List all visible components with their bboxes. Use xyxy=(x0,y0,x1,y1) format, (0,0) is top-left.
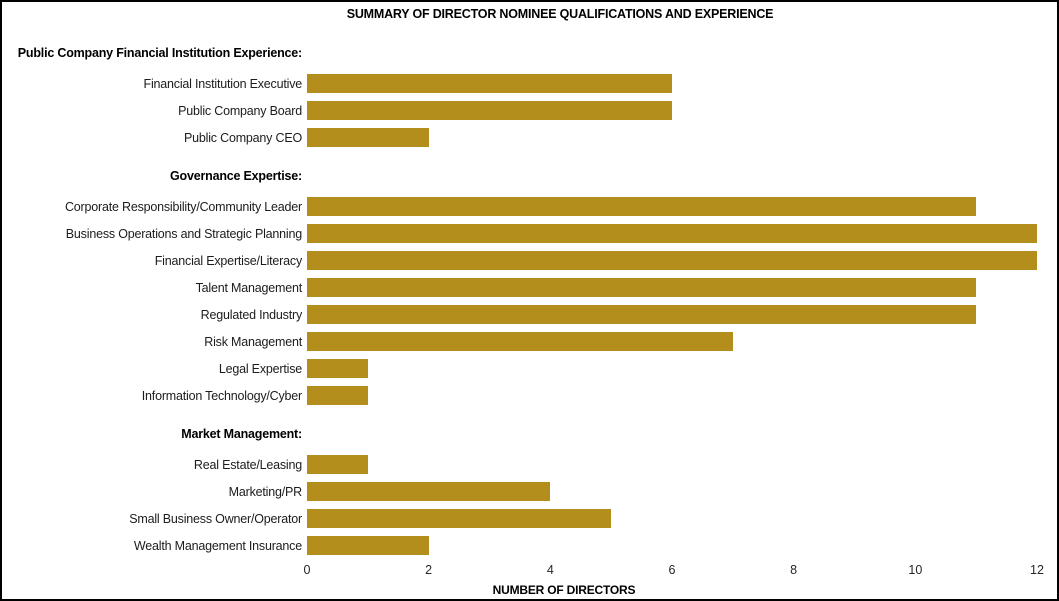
category-row: Business Operations and Strategic Planni… xyxy=(2,220,1057,247)
bar xyxy=(307,359,368,378)
x-axis-tick-label: 10 xyxy=(908,563,923,577)
category-label: Corporate Responsibility/Community Leade… xyxy=(64,199,302,214)
category-row: Public Company Board xyxy=(2,97,1057,124)
bar xyxy=(307,224,1037,243)
bar-track xyxy=(307,251,1037,270)
category-label: Regulated Industry xyxy=(200,307,303,322)
category-row: Talent Management xyxy=(2,274,1057,301)
x-axis-tick-label: 4 xyxy=(546,563,554,577)
bar xyxy=(307,482,551,501)
bar-track xyxy=(307,536,1037,555)
section-header-row: Market Management: xyxy=(2,420,1057,447)
category-row: Regulated Industry xyxy=(2,301,1057,328)
category-label: Information Technology/Cyber xyxy=(141,388,302,403)
x-axis: 0 2 4 6 8 10 12 xyxy=(303,563,1044,579)
category-label: Financial Institution Executive xyxy=(143,76,303,91)
x-axis-tick-label: 0 xyxy=(303,563,311,577)
category-row: Corporate Responsibility/Community Leade… xyxy=(2,193,1057,220)
category-label: Public Company Board xyxy=(178,103,302,118)
bar-track xyxy=(307,278,1037,297)
category-label: Wealth Management Insurance xyxy=(133,538,302,553)
chart-title: SUMMARY OF DIRECTOR NOMINEE QUALIFICATIO… xyxy=(346,7,774,21)
x-axis-tick-label: 12 xyxy=(1030,563,1044,577)
category-row: Information Technology/Cyber xyxy=(2,382,1057,409)
bar-track xyxy=(307,305,1037,324)
bar xyxy=(307,509,612,528)
bar-track xyxy=(307,482,1037,501)
category-row: Legal Expertise xyxy=(2,355,1057,382)
category-row: Real Estate/Leasing xyxy=(2,451,1057,478)
category-row: Financial Expertise/Literacy xyxy=(2,247,1057,274)
category-label: Business Operations and Strategic Planni… xyxy=(65,226,302,241)
bar xyxy=(307,128,429,147)
x-axis-tick-label: 8 xyxy=(790,563,798,577)
bar-track xyxy=(307,359,1037,378)
category-label: Talent Management xyxy=(195,280,303,295)
bar xyxy=(307,101,672,120)
category-label: Small Business Owner/Operator xyxy=(129,511,302,526)
section-header-row: Public Company Financial Institution Exp… xyxy=(2,39,1057,66)
bar xyxy=(307,305,977,324)
chart-plot-area: Public Company Financial Institution Exp… xyxy=(2,39,1057,559)
section-header-row: Governance Expertise: xyxy=(2,162,1057,189)
category-row: Financial Institution Executive xyxy=(2,70,1057,97)
bar-track xyxy=(307,101,1037,120)
category-row: Marketing/PR xyxy=(2,478,1057,505)
category-label: Real Estate/Leasing xyxy=(193,457,302,472)
bar-track xyxy=(307,386,1037,405)
bar xyxy=(307,455,368,474)
bar-track xyxy=(307,224,1037,243)
bar-track xyxy=(307,509,1037,528)
section-header-label: Public Company Financial Institution Exp… xyxy=(17,45,302,60)
category-row: Risk Management xyxy=(2,328,1057,355)
x-axis-title: NUMBER OF DIRECTORS xyxy=(492,583,636,597)
bar xyxy=(307,197,977,216)
bar xyxy=(307,332,733,351)
bar-track xyxy=(307,74,1037,93)
x-axis-tick-label: 6 xyxy=(668,563,676,577)
category-label: Risk Management xyxy=(204,334,302,349)
bar-track xyxy=(307,332,1037,351)
bar xyxy=(307,536,429,555)
category-label: Public Company CEO xyxy=(184,130,302,145)
bar xyxy=(307,74,672,93)
section-header-label: Market Management: xyxy=(181,426,302,441)
bar xyxy=(307,251,1037,270)
category-row: Wealth Management Insurance xyxy=(2,532,1057,559)
category-label: Legal Expertise xyxy=(218,361,302,376)
bar-track xyxy=(307,197,1037,216)
x-axis-tick-label: 2 xyxy=(425,563,433,577)
category-label: Financial Expertise/Literacy xyxy=(154,253,302,268)
category-row: Small Business Owner/Operator xyxy=(2,505,1057,532)
bar-track xyxy=(307,128,1037,147)
bar xyxy=(307,386,368,405)
category-label: Marketing/PR xyxy=(228,484,303,499)
section-header-label: Governance Expertise: xyxy=(170,168,302,183)
bar-track xyxy=(307,455,1037,474)
category-row: Public Company CEO xyxy=(2,124,1057,151)
bar xyxy=(307,278,977,297)
